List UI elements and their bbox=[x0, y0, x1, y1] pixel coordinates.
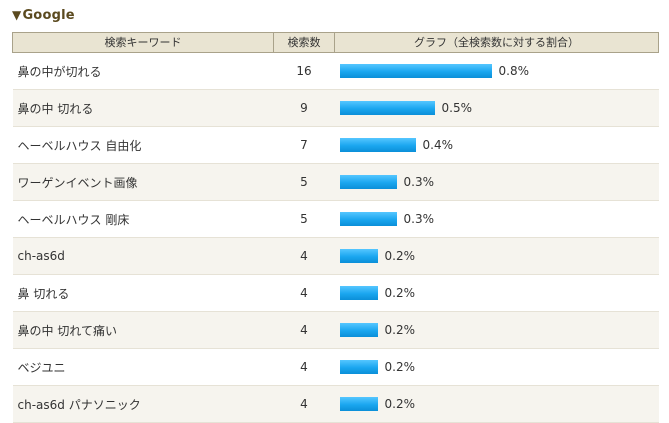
keyword-cell: 鼻の中 切れる bbox=[12, 89, 274, 127]
share-percent: 0.2% bbox=[384, 286, 416, 300]
table-row: 鼻 切れる 4 0.2% bbox=[12, 274, 659, 312]
count-cell: 4 bbox=[273, 237, 335, 275]
count-cell: 4 bbox=[273, 311, 335, 349]
keyword-cell: ワーゲンイベント画像 bbox=[12, 163, 274, 201]
header-count: 検索数 bbox=[273, 32, 335, 53]
share-bar bbox=[339, 360, 378, 374]
section-title: ▼Google bbox=[12, 5, 75, 25]
share-bar bbox=[339, 138, 416, 152]
table-row: ヘーベルハウス 自由化 7 0.4% bbox=[12, 126, 659, 164]
table-row: 鼻の中が切れる 16 0.8% bbox=[12, 52, 659, 90]
keyword-cell: ヘーベルハウス 自由化 bbox=[12, 126, 274, 164]
count-cell: 5 bbox=[273, 163, 335, 201]
share-percent: 0.5% bbox=[441, 101, 473, 115]
table-row: 鼻の中 切れて痛い 4 0.2% bbox=[12, 311, 659, 349]
share-percent: 0.8% bbox=[498, 64, 530, 78]
keyword-cell: ch-as6d bbox=[12, 237, 274, 275]
share-percent: 0.2% bbox=[384, 323, 416, 337]
keyword-cell: ヘーベルハウス 剛床 bbox=[12, 200, 274, 238]
header-keyword: 検索キーワード bbox=[12, 32, 274, 53]
count-cell: 4 bbox=[273, 385, 335, 423]
share-percent: 0.2% bbox=[384, 249, 416, 263]
share-percent: 0.2% bbox=[384, 360, 416, 374]
count-cell: 9 bbox=[273, 89, 335, 127]
share-bar bbox=[339, 64, 492, 78]
table-row: ヘーベルハウス 剛床 5 0.3% bbox=[12, 200, 659, 238]
count-cell: 16 bbox=[273, 52, 335, 90]
share-bar bbox=[339, 101, 435, 115]
share-bar bbox=[339, 323, 378, 337]
triangle-down-icon: ▼ bbox=[12, 8, 22, 22]
keyword-cell: ch-as6d パナソニック bbox=[12, 385, 274, 423]
keyword-table: 検索キーワード 検索数 グラフ（全検索数に対する割合） 鼻の中が切れる 16 0… bbox=[12, 32, 659, 423]
table-row: ch-as6d 4 0.2% bbox=[12, 237, 659, 275]
table-row: ch-as6d パナソニック 4 0.2% bbox=[12, 385, 659, 423]
keyword-cell: 鼻の中 切れて痛い bbox=[12, 311, 274, 349]
share-percent: 0.2% bbox=[384, 397, 416, 411]
header-graph: グラフ（全検索数に対する割合） bbox=[334, 32, 659, 53]
share-bar bbox=[339, 286, 378, 300]
share-bar bbox=[339, 175, 397, 189]
count-cell: 5 bbox=[273, 200, 335, 238]
share-bar bbox=[339, 397, 378, 411]
keyword-cell: 鼻 切れる bbox=[12, 274, 274, 312]
section-title-text: Google bbox=[22, 8, 75, 23]
keyword-cell: 鼻の中が切れる bbox=[12, 52, 274, 90]
share-bar bbox=[339, 212, 397, 226]
count-cell: 4 bbox=[273, 274, 335, 312]
share-percent: 0.4% bbox=[422, 138, 454, 152]
table-row: ワーゲンイベント画像 5 0.3% bbox=[12, 163, 659, 201]
share-percent: 0.3% bbox=[403, 212, 435, 226]
table-header-row: 検索キーワード 検索数 グラフ（全検索数に対する割合） bbox=[12, 32, 659, 53]
count-cell: 7 bbox=[273, 126, 335, 164]
table-row: 鼻の中 切れる 9 0.5% bbox=[12, 89, 659, 127]
count-cell: 4 bbox=[273, 348, 335, 386]
keyword-cell: ベジユニ bbox=[12, 348, 274, 386]
share-bar bbox=[339, 249, 378, 263]
table-row: ベジユニ 4 0.2% bbox=[12, 348, 659, 386]
share-percent: 0.3% bbox=[403, 175, 435, 189]
